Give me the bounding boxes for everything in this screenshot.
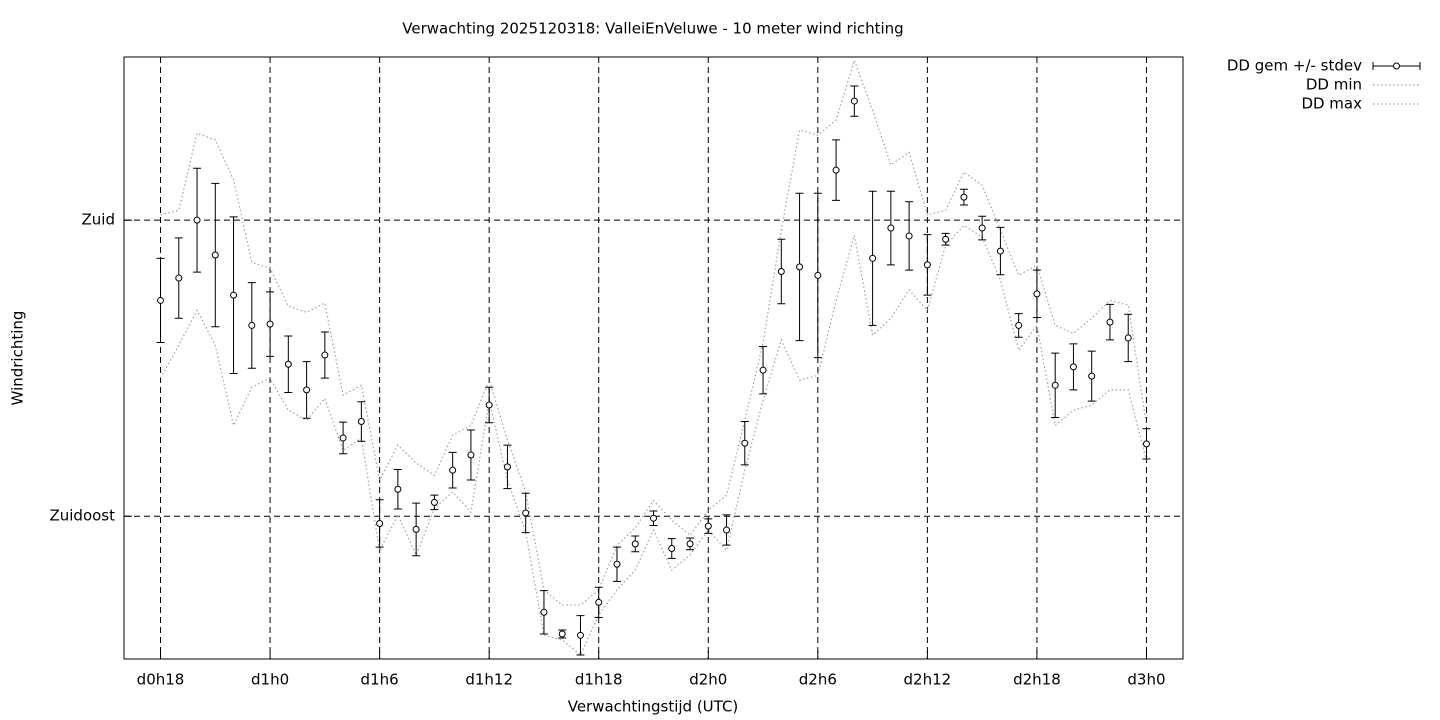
point	[1106, 318, 1114, 326]
y-tick-label: Zuid	[82, 211, 115, 229]
point	[832, 166, 840, 174]
point	[284, 360, 292, 368]
point	[796, 263, 804, 271]
y-axis-label: Windrichting	[9, 311, 27, 406]
x-tick-label: d1h0	[251, 671, 289, 689]
point	[613, 560, 621, 568]
point	[631, 540, 639, 548]
point	[759, 366, 767, 374]
point	[522, 509, 530, 517]
point	[175, 274, 183, 282]
point	[1088, 372, 1096, 380]
legend-label: DD min	[1306, 76, 1362, 94]
point	[1124, 334, 1132, 342]
point	[412, 525, 420, 533]
point	[1051, 381, 1059, 389]
point	[430, 498, 438, 506]
point	[723, 526, 731, 534]
x-tick-label: d3h0	[1127, 671, 1165, 689]
line	[160, 58, 1148, 606]
point	[960, 193, 968, 201]
point	[595, 598, 603, 606]
point	[1142, 440, 1150, 448]
point	[157, 296, 165, 304]
point	[741, 439, 749, 447]
point	[942, 235, 950, 243]
point	[814, 271, 822, 279]
y-tick-label: Zuidoost	[49, 507, 115, 525]
x-tick-label: d2h18	[1013, 671, 1061, 689]
point	[339, 434, 347, 442]
point	[887, 224, 895, 232]
point	[357, 417, 365, 425]
point	[467, 451, 475, 459]
point	[193, 216, 201, 224]
x-tick-label: d1h12	[465, 671, 513, 689]
legend-label: DD max	[1301, 95, 1362, 113]
point	[1033, 290, 1041, 298]
x-tick-label: d0h18	[137, 671, 185, 689]
point	[996, 247, 1004, 255]
x-tick-label: d1h6	[361, 671, 399, 689]
point	[503, 463, 511, 471]
point	[777, 267, 785, 275]
point	[905, 232, 913, 240]
point	[1015, 321, 1023, 329]
point	[230, 291, 238, 299]
x-tick-label: d1h18	[575, 671, 623, 689]
point	[1069, 363, 1077, 371]
line	[159, 224, 1148, 657]
x-tick-label: d2h6	[799, 671, 837, 689]
point	[540, 608, 548, 616]
point	[303, 386, 311, 394]
x-tick-label: d2h0	[689, 671, 727, 689]
point	[668, 544, 676, 552]
point	[394, 485, 402, 493]
point	[266, 320, 274, 328]
point	[449, 466, 457, 474]
point	[485, 401, 493, 409]
point	[321, 351, 329, 359]
point	[923, 261, 931, 269]
point	[211, 251, 219, 259]
plot-border	[123, 56, 1184, 660]
point	[650, 514, 657, 522]
point	[704, 522, 712, 530]
chart-title: Verwachting 2025120318: ValleiEnVeluwe -…	[402, 20, 903, 38]
x-axis-label: Verwachtingstijd (UTC)	[568, 698, 739, 716]
point	[686, 540, 694, 548]
point	[869, 254, 877, 262]
point	[978, 224, 986, 232]
point	[248, 321, 256, 329]
x-tick-label: d2h12	[904, 671, 952, 689]
point	[376, 519, 384, 527]
legend-swatch	[1393, 62, 1400, 70]
legend-label: DD gem +/- stdev	[1227, 57, 1362, 75]
point	[558, 630, 566, 638]
point	[850, 97, 858, 105]
point	[576, 631, 584, 639]
